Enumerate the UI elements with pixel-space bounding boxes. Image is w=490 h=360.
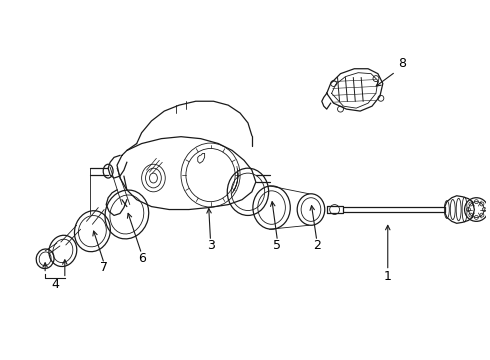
Text: 7: 7 [100,261,108,274]
Text: 2: 2 [313,239,321,252]
Text: 5: 5 [273,239,281,252]
Text: 1: 1 [384,270,392,283]
Text: 4: 4 [51,278,59,291]
Text: 3: 3 [207,239,215,252]
Text: 6: 6 [138,252,146,265]
Text: 8: 8 [398,57,407,70]
